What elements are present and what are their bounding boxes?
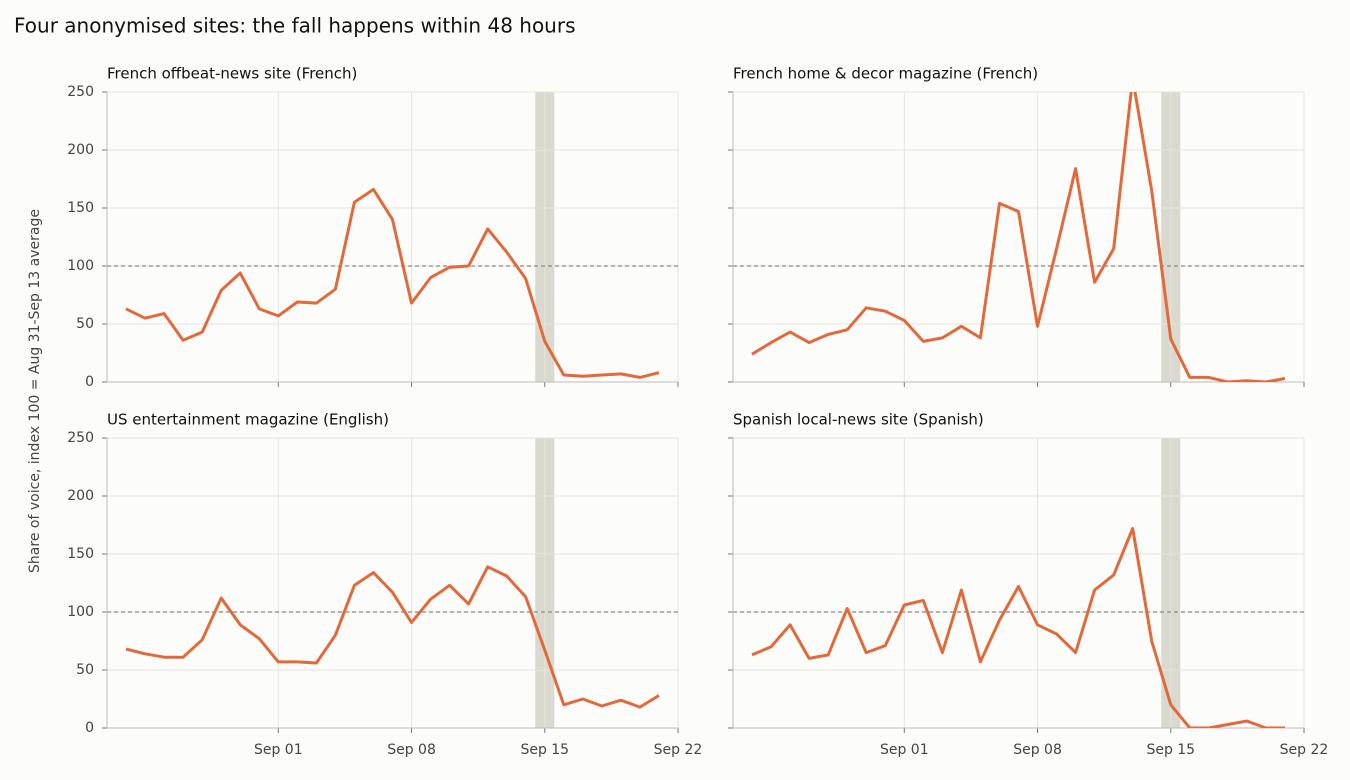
- data-line: [125, 565, 660, 709]
- x-tick-label: Sep 15: [1146, 742, 1195, 758]
- panel-title: French home & decor magazine (French): [733, 65, 1038, 83]
- y-tick-label: 250: [67, 84, 94, 100]
- y-axis-label: Share of voice, index 100 = Aug 31-Sep 1…: [27, 209, 43, 573]
- x-tick-label: Sep 08: [387, 742, 436, 758]
- y-tick-label: 0: [85, 720, 94, 736]
- y-tick-label: 0: [85, 374, 94, 390]
- plot-area: [125, 187, 660, 379]
- panel-title: Spanish local-news site (Spanish): [733, 411, 984, 429]
- y-tick-label: 150: [67, 200, 94, 216]
- panel-title: French offbeat-news site (French): [107, 65, 357, 83]
- y-tick-label: 200: [67, 142, 94, 158]
- data-line: [125, 187, 660, 379]
- figure-title: Four anonymised sites: the fall happens …: [14, 14, 576, 38]
- plot-area: [751, 92, 1286, 382]
- y-tick-label: 50: [76, 662, 94, 678]
- data-line: [751, 92, 1286, 382]
- panel-title: US entertainment magazine (English): [107, 411, 389, 429]
- plot-area: [751, 527, 1285, 728]
- y-tick-label: 50: [76, 316, 94, 332]
- x-tick-label: Sep 08: [1013, 742, 1062, 758]
- y-tick-label: 250: [67, 430, 94, 446]
- x-tick-label: Sep 01: [254, 742, 303, 758]
- y-tick-label: 200: [67, 488, 94, 504]
- data-line: [751, 527, 1285, 728]
- x-tick-label: Sep 01: [880, 742, 929, 758]
- x-tick-label: Sep 15: [520, 742, 569, 758]
- plot-area: [125, 565, 660, 709]
- x-tick-label: Sep 22: [654, 742, 703, 758]
- x-tick-label: Sep 22: [1280, 742, 1329, 758]
- y-tick-label: 100: [67, 258, 94, 274]
- y-tick-label: 100: [67, 604, 94, 620]
- y-tick-label: 150: [67, 546, 94, 562]
